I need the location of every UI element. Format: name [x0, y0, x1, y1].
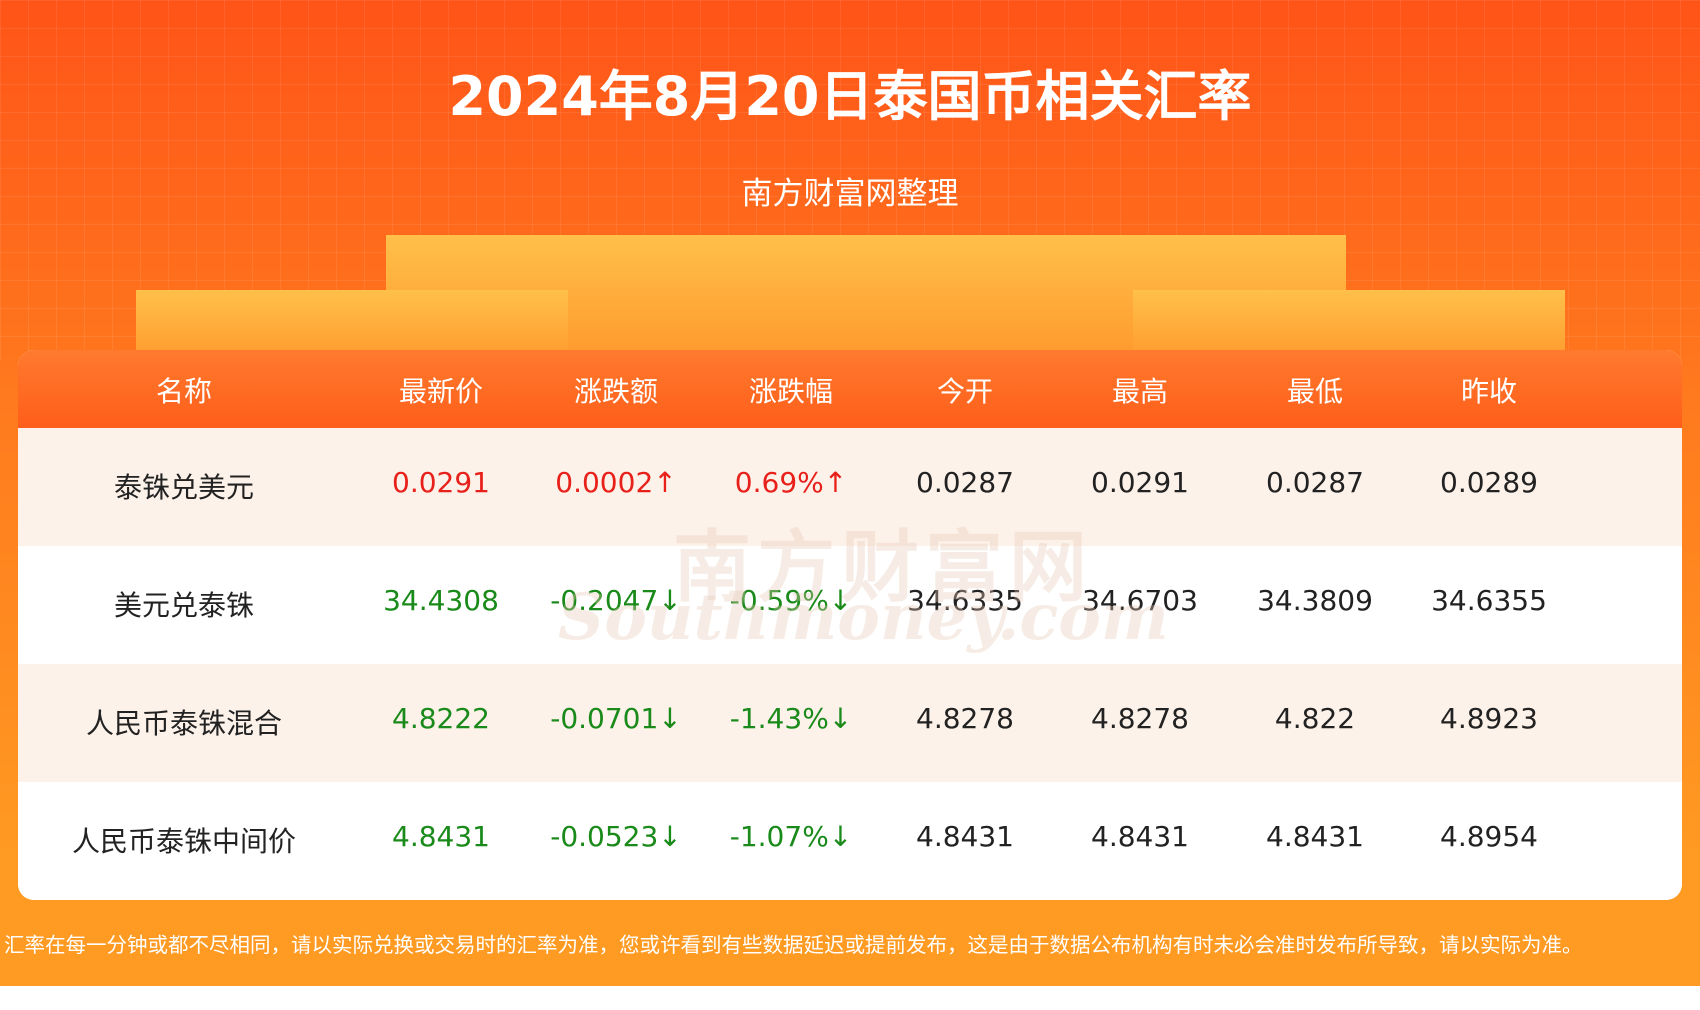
cell-value: 34.6703 — [1082, 584, 1198, 617]
column-header: 今开 — [936, 375, 994, 408]
cell-value: 4.8431 — [916, 820, 1014, 853]
row-name: 泰铢兑美元 — [113, 471, 255, 504]
cell-value: 0.69%↑ — [734, 466, 848, 499]
column-header: 最高 — [1111, 375, 1169, 408]
row-name: 人民币泰铢中间价 — [71, 825, 297, 858]
decor-block — [136, 290, 568, 360]
cell-value: -0.0701↓ — [550, 702, 682, 735]
cell-value: 4.8431 — [392, 820, 490, 853]
cell-value: 4.8278 — [916, 702, 1014, 735]
table-row: 人民币泰铢中间价 4.8431 -0.0523↓ -1.07%↓ 4.8431 4.843… — [18, 782, 1682, 900]
cell-value: 0.0287 — [1266, 466, 1364, 499]
column-header: 最新价 — [398, 375, 484, 408]
watermark-cn: 南方财富网 — [673, 523, 1094, 613]
footer-note: 汇率在每一分钟或都不尽相同，请以实际兑换或交易时的汇率为准，您或许看到有些数据延… — [4, 933, 1583, 957]
row-name: 人民币泰铢混合 — [85, 707, 283, 740]
column-header: 涨跌幅 — [748, 375, 834, 408]
cell-value: 0.0287 — [916, 466, 1014, 499]
cell-value: 4.822 — [1274, 702, 1356, 735]
cell-value: -0.59%↓ — [729, 584, 853, 617]
cell-value: 0.0291 — [1091, 466, 1189, 499]
cell-value: -1.07%↓ — [729, 820, 853, 853]
title: 2024年8月20日泰国币相关汇率 — [448, 65, 1252, 128]
header-row: 名称 最新价 涨跌额 涨跌幅 今开 最高 最低 昨收 — [18, 350, 1682, 428]
cell-value: 0.0291 — [392, 466, 490, 499]
column-header: 最低 — [1286, 375, 1344, 408]
column-header: 名称 — [155, 375, 213, 408]
cell-value: 4.8222 — [392, 702, 490, 735]
watermark-en: Southmoney.com — [558, 580, 1169, 655]
cell-value: 4.8278 — [1091, 702, 1189, 735]
cell-value: 34.6335 — [907, 584, 1023, 617]
cell-value: -0.0523↓ — [550, 820, 682, 853]
cell-value: 4.8431 — [1091, 820, 1189, 853]
cell-value: 4.8923 — [1440, 702, 1538, 735]
row-name: 美元兑泰铢 — [113, 589, 255, 622]
cell-value: 4.8431 — [1266, 820, 1364, 853]
cell-value: 4.8954 — [1440, 820, 1538, 853]
table-row: 人民币泰铢混合 4.8222 -0.0701↓ -1.43%↓ 4.8278 4.8278… — [18, 664, 1682, 782]
cell-value: 0.0002↑ — [555, 466, 677, 499]
cell-value: 34.3809 — [1257, 584, 1373, 617]
cell-value: 34.4308 — [383, 584, 499, 617]
table-row: 泰铢兑美元 0.0291 0.0002↑ 0.69%↑ 0.0287 0.0291 0.02… — [18, 428, 1682, 546]
bottom-band — [0, 986, 1700, 1010]
cell-value: -0.2047↓ — [550, 584, 682, 617]
cell-value: 0.0289 — [1440, 466, 1538, 499]
rate-table: 名称 最新价 涨跌额 涨跌幅 今开 最高 最低 昨收 泰铢兑美元 0.0291 0.0002↑ 0.… — [18, 350, 1682, 900]
cell-value: -1.43%↓ — [729, 702, 853, 735]
decor-block — [1133, 290, 1565, 360]
column-header: 涨跌额 — [573, 375, 659, 408]
column-header: 昨收 — [1460, 375, 1518, 408]
subtitle: 南方财富网整理 — [741, 176, 959, 212]
cell-value: 34.6355 — [1431, 584, 1547, 617]
table-row: 美元兑泰铢 34.4308 -0.2047↓ -0.59%↓ 34.6335 34.670… — [18, 546, 1682, 664]
